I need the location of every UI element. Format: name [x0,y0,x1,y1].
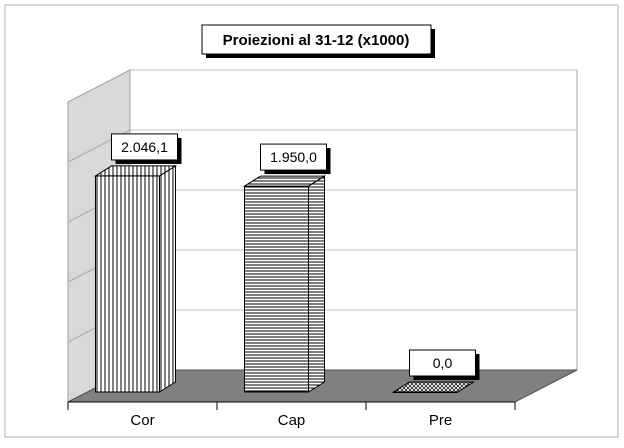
back-wall [129,69,578,371]
data-label: 0,0 [433,355,453,371]
bar-top [93,165,178,177]
x-tick-label: Pre [429,412,452,429]
data-label-box: 2.046,1 [111,133,182,164]
bar-cor [93,165,178,393]
bar-front [244,185,309,393]
x-tick-label: Cap [278,412,306,429]
data-label-box: 0,0 [409,349,480,380]
bar-side [308,175,325,393]
chart-title-box: Proiezioni al 31-12 (x1000) [201,24,435,58]
x-axis-ticks [67,402,516,410]
data-label: 1.950,0 [270,149,317,165]
chart-title: Proiezioni al 31-12 (x1000) [223,32,410,49]
data-label-box: 1.950,0 [260,143,331,175]
grid-line-left-wall [67,69,131,103]
x-tick-label: Cor [130,412,154,429]
bar-top [242,175,327,187]
bar-side [159,165,176,393]
bar-cap [242,175,327,393]
bar-top [391,381,476,393]
bar-front [95,175,160,393]
data-label: 2.046,1 [121,139,168,155]
bar-pre [391,381,476,393]
